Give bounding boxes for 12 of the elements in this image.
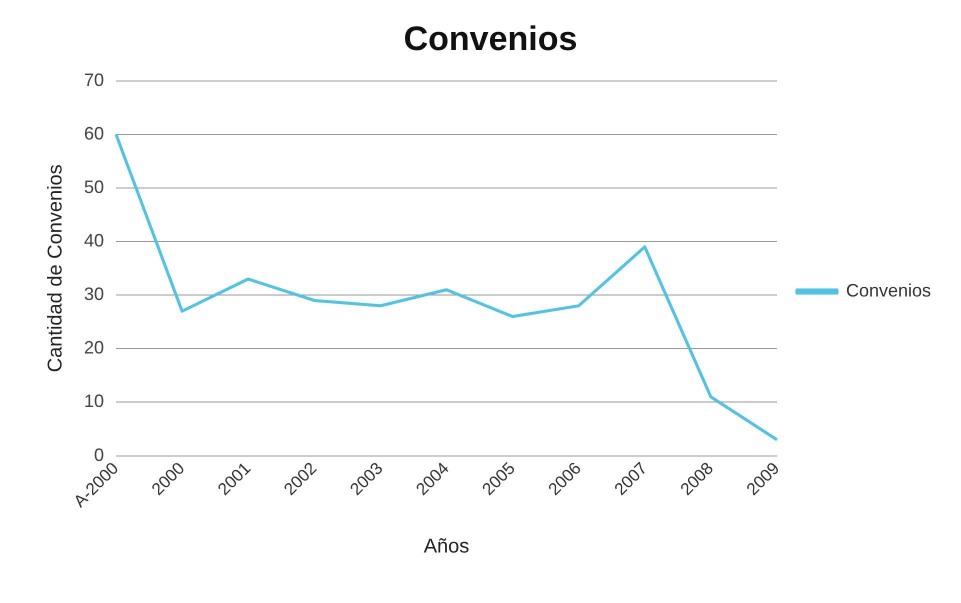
y-tick-label: 70 (84, 70, 104, 90)
y-tick-label: 50 (84, 176, 104, 197)
y-tick-label: 60 (84, 123, 104, 144)
y-tick-label: 20 (84, 338, 104, 358)
y-axis-title: Cantidad de Convenios (44, 164, 67, 372)
y-tick-label: 40 (84, 230, 104, 250)
x-axis-title: Años (424, 536, 470, 558)
y-tick-label: 30 (84, 284, 104, 304)
y-tick-label: 10 (84, 391, 104, 412)
chart-title: Convenios (404, 20, 578, 58)
legend-label: Convenios (846, 280, 932, 300)
y-tick-label: 0 (94, 444, 104, 465)
